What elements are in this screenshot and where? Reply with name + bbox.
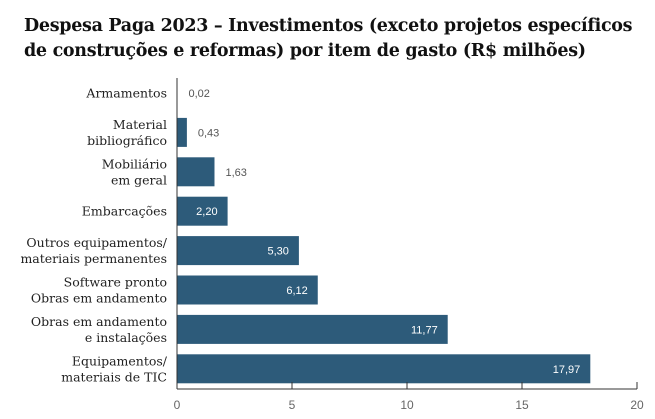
bar xyxy=(177,157,215,187)
category-label: materiais permanentes xyxy=(20,251,167,266)
category-label: Equipamentos/ xyxy=(72,353,168,368)
bar xyxy=(177,354,591,384)
category-label: e instalações xyxy=(85,330,167,345)
x-tick-label: 10 xyxy=(400,398,414,412)
x-tick-label: 20 xyxy=(630,398,644,412)
category-label: em geral xyxy=(111,172,167,187)
x-tick-label: 0 xyxy=(174,398,181,412)
category-label: Outros equipamentos/ xyxy=(26,235,167,250)
category-label: Armamentos xyxy=(85,86,167,101)
data-label: 5,30 xyxy=(267,246,288,258)
x-tick-label: 5 xyxy=(289,398,296,412)
bar xyxy=(177,117,187,147)
data-label: 17,97 xyxy=(553,364,581,376)
category-label: Embarcações xyxy=(82,204,167,219)
data-label: 2,20 xyxy=(196,206,217,218)
data-label: 6,12 xyxy=(286,285,307,297)
category-label: Material xyxy=(113,117,167,132)
x-tick-label: 15 xyxy=(515,398,529,412)
data-label: 1,63 xyxy=(225,167,246,179)
category-label: materiais de TIC xyxy=(61,369,167,384)
bar xyxy=(177,236,299,266)
category-label: Obras em andamento xyxy=(31,291,167,306)
category-label: Obras em andamento xyxy=(31,314,167,329)
bar xyxy=(177,196,228,226)
data-label: 0,02 xyxy=(188,88,209,100)
bar xyxy=(177,275,318,305)
data-label: 11,77 xyxy=(411,324,438,336)
category-label: Software pronto xyxy=(64,275,167,290)
category-label: Mobiliário xyxy=(102,156,167,171)
chart-title: Despesa Paga 2023 – Investimentos (excet… xyxy=(24,16,633,61)
category-label: bibliográfico xyxy=(87,133,167,148)
data-label: 0,43 xyxy=(198,127,219,139)
bar xyxy=(177,314,448,344)
